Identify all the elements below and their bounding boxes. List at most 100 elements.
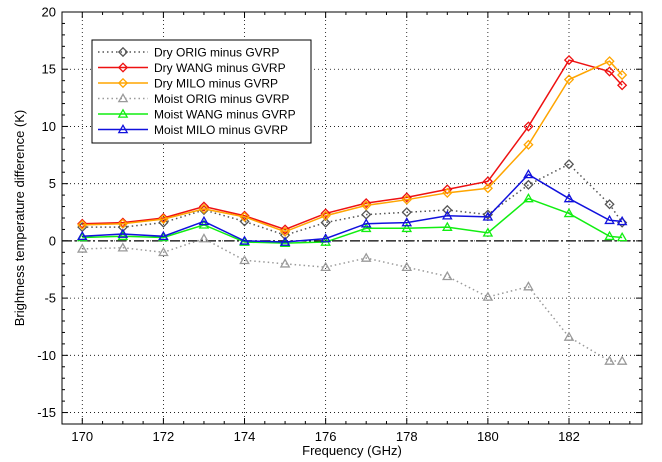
series-line-0 [82,163,623,236]
data-point-0-13 [604,199,615,210]
data-point-5-13 [604,214,615,225]
data-point-2-14 [617,69,628,81]
x-axis-label: Frequency (GHz) [302,443,402,458]
data-point-2-5 [279,226,291,237]
data-point-0-12 [563,159,575,170]
data-point-1-6 [320,208,331,219]
x-tick-label-1: 172 [153,429,175,444]
data-point-2-7 [361,200,372,211]
data-point-4-9 [441,221,453,231]
legend-label-4: Moist WANG minus GVRP [154,108,296,122]
x-tick-label-3: 176 [315,429,337,444]
data-point-2-13 [604,56,615,67]
data-point-0-6 [320,217,331,228]
y-tick-label-6: 15 [42,62,56,77]
data-point-5-4 [239,235,250,245]
y-tick-label-4: 5 [49,176,56,191]
data-point-2-3 [198,203,210,214]
data-point-2-12 [563,74,575,85]
data-point-4-14 [616,231,628,242]
data-point-3-10 [482,291,494,301]
data-point-1-7 [361,198,372,209]
y-tick-label-5: 10 [42,119,56,134]
data-point-3-13 [604,355,615,365]
y-tick-label-1: -10 [37,348,56,363]
data-point-1-14 [617,80,628,91]
data-point-5-11 [523,169,534,179]
legend-label-0: Dry ORIG minus GVRP [154,46,279,60]
legend-marker-2 [117,77,129,89]
legend-marker-0 [117,46,129,58]
data-point-5-6 [320,233,331,243]
data-point-4-8 [401,222,413,233]
data-point-1-13 [604,66,615,77]
data-point-2-10 [482,183,493,194]
data-point-2-2 [158,214,169,225]
data-point-3-7 [360,252,372,262]
data-point-3-14 [616,355,628,365]
series-group [76,54,628,365]
data-point-3-11 [523,281,534,291]
x-tick-label-5: 180 [477,429,499,444]
data-point-5-10 [482,211,494,221]
data-point-3-4 [239,254,250,265]
data-point-2-8 [401,194,412,205]
data-point-5-3 [198,215,210,226]
data-point-4-11 [523,193,534,203]
data-point-5-0 [76,230,88,241]
axes: 170 172 174 176 178 180 182 -15 -10 -5 0 5 10 15 20 [37,5,642,444]
y-tick-label-3: 0 [49,233,56,248]
data-point-1-12 [563,54,575,66]
data-point-1-11 [523,121,534,132]
data-point-3-5 [279,258,291,268]
data-point-3-0 [76,243,88,253]
y-tick-label-0: -15 [37,405,56,420]
series-5 [76,169,628,246]
series-2 [77,56,628,237]
data-point-4-7 [360,222,372,233]
data-point-1-4 [239,210,250,221]
data-point-1-5 [279,224,291,235]
data-point-0-9 [442,204,453,216]
data-point-1-3 [198,201,210,212]
data-point-5-14 [616,215,628,226]
data-point-5-12 [563,193,575,203]
x-tick-label-6: 182 [558,429,580,444]
data-point-1-0 [77,218,88,229]
data-point-1-9 [442,184,453,195]
data-point-3-3 [198,233,210,243]
legend-label-5: Moist MILO minus GVRP [154,123,288,137]
series-0 [77,159,628,241]
data-point-2-9 [442,187,453,198]
data-point-2-4 [239,211,250,222]
data-point-1-2 [158,212,169,224]
data-point-2-6 [320,210,331,221]
data-point-2-1 [117,218,128,229]
data-point-5-9 [441,210,453,220]
legend-label-1: Dry WANG minus GVRP [154,61,286,75]
data-point-4-1 [117,230,129,241]
data-point-1-8 [401,192,412,203]
data-point-5-2 [158,230,169,241]
data-point-1-10 [482,176,493,187]
series-line-1 [82,59,623,231]
data-point-3-1 [117,242,129,252]
y-tick-label-2: -5 [44,291,56,306]
x-tick-label-2: 174 [234,429,256,444]
legend-marker-3 [117,92,129,103]
y-tick-label-7: 20 [42,5,56,20]
series-1 [77,54,628,235]
legend-box [91,39,312,144]
series-line-2 [82,60,623,233]
series-line-4 [82,197,623,244]
legend-label-2: Dry MILO minus GVRP [154,77,278,91]
data-point-2-11 [523,139,534,150]
data-point-4-12 [563,207,575,218]
data-point-3-12 [563,331,575,341]
legend-marker-5 [117,123,129,134]
data-point-0-4 [239,216,250,227]
data-point-3-2 [158,246,169,257]
legend-marker-1 [117,62,129,73]
